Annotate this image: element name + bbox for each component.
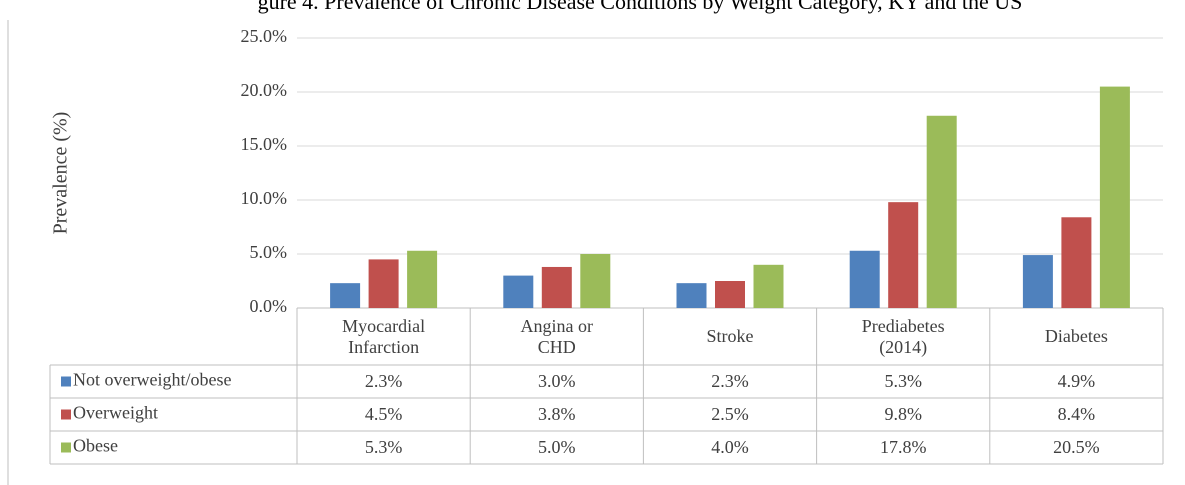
x-tick-label-box: Diabetes [1044, 326, 1108, 346]
table-value-box: 2.5% [711, 404, 749, 424]
x-tick-label: Stroke [706, 326, 754, 346]
bar [407, 250, 438, 308]
bar [926, 115, 957, 308]
bar [849, 250, 880, 308]
bar [753, 264, 784, 308]
table-value-box: 4.5% [364, 404, 403, 424]
legend-label: Not overweight/obese [73, 370, 231, 390]
table-value: 5.3% [364, 437, 403, 457]
table-value-box: 2.3% [711, 371, 749, 391]
bar [1022, 255, 1053, 308]
bar [580, 254, 611, 308]
table-value-box: 20.5% [1053, 437, 1100, 457]
y-tick-label: 5.0% [250, 242, 288, 262]
bar [368, 259, 399, 308]
table-value: 5.3% [884, 371, 922, 391]
table-value-box: 5.3% [364, 437, 403, 457]
y-tick-label: 0.0% [250, 296, 288, 316]
y-tick-label: 10.0% [241, 188, 288, 208]
table-value-box: 5.3% [884, 371, 922, 391]
table-value: 2.5% [711, 404, 749, 424]
y-tick-label: 25.0% [241, 26, 288, 46]
x-tick-label-box: Angina or CHD [520, 315, 594, 357]
table-value: 4.9% [1057, 371, 1096, 391]
table-value: 3.0% [538, 371, 576, 391]
y-tick-label: 15.0% [241, 134, 288, 154]
x-tick-label: Angina or CHD [520, 315, 594, 357]
legend-label: Overweight [73, 403, 158, 423]
table-value: 8.4% [1057, 404, 1096, 424]
table-value-box: 9.8% [884, 404, 922, 424]
bar [888, 202, 919, 308]
bar [676, 283, 707, 308]
legend-swatch [61, 376, 71, 387]
bar [503, 275, 534, 308]
y-axis-label: Prevalence (%) [50, 112, 72, 235]
table-value: 9.8% [884, 404, 922, 424]
table-value: 3.8% [538, 404, 576, 424]
table-value: 5.0% [538, 437, 576, 457]
table-value-box: 4.0% [711, 437, 749, 457]
y-tick-label: 20.0% [241, 80, 288, 100]
table-value: 2.3% [364, 371, 403, 391]
chart-title: gure 4. Prevalence of Chronic Disease Co… [258, 0, 1023, 14]
x-tick-label: Myocardial Infarction [342, 315, 426, 357]
legend-swatch [61, 442, 71, 453]
table-value: 2.3% [711, 371, 749, 391]
bar [1099, 86, 1130, 308]
table-value-box: 4.9% [1057, 371, 1096, 391]
x-tick-label-box: Myocardial Infarction [342, 315, 426, 357]
bar [715, 281, 745, 308]
table-value: 4.5% [364, 404, 403, 424]
table-value: 20.5% [1053, 437, 1100, 457]
x-tick-label: Diabetes [1044, 326, 1108, 346]
table-value: 4.0% [711, 437, 749, 457]
table-value-box: 5.0% [538, 437, 576, 457]
x-tick-label: Prediabetes (2014) [861, 315, 945, 357]
x-tick-label-box: Prediabetes (2014) [861, 315, 945, 357]
table-value: 17.8% [879, 437, 927, 457]
legend-label: Obese [73, 436, 118, 456]
table-value-box: 2.3% [364, 371, 403, 391]
table-value-box: 17.8% [879, 437, 927, 457]
bar [330, 283, 361, 308]
bar [1061, 217, 1092, 308]
bar [541, 266, 572, 308]
table-value-box: 8.4% [1057, 404, 1096, 424]
table-value-box: 3.8% [538, 404, 576, 424]
x-tick-label-box: Stroke [706, 326, 754, 346]
table-value-box: 3.0% [538, 371, 576, 391]
legend-swatch [61, 409, 71, 420]
